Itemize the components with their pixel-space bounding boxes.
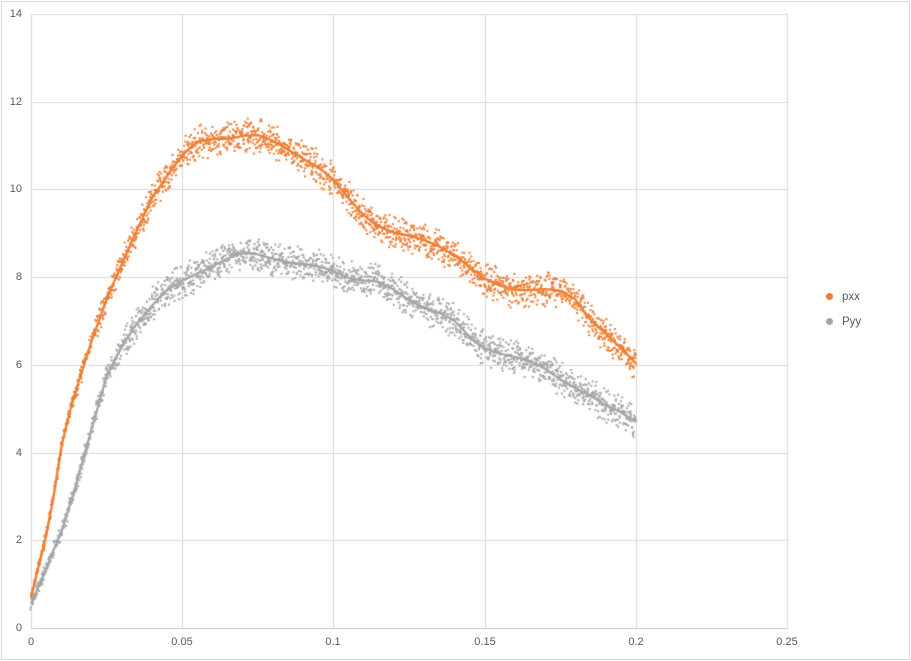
- y-tick-label: 8: [15, 271, 22, 283]
- x-tick-label: 0.1: [325, 636, 341, 648]
- y-tick-label: 6: [15, 359, 22, 371]
- legend-marker-pxx-icon: [826, 293, 833, 300]
- x-tick-label: 0: [27, 636, 35, 648]
- legend-marker-pyy-icon: [826, 318, 833, 325]
- x-tick-label: 0.25: [776, 636, 798, 648]
- legend-label-pyy: Pyy: [842, 315, 862, 328]
- y-tick-label: 0: [15, 622, 22, 634]
- x-tick-label: 0.2: [628, 636, 644, 648]
- x-tick-label: 0.15: [474, 636, 496, 648]
- legend-item-pyy[interactable]: Pyy: [826, 309, 861, 334]
- y-tick-label: 14: [9, 8, 22, 20]
- legend-label-pxx: pxx: [842, 290, 860, 303]
- y-tick-label: 4: [15, 447, 22, 459]
- x-tick-label: 0.05: [171, 636, 193, 648]
- y-tick-label: 12: [9, 96, 22, 108]
- y-tick-label: 10: [9, 183, 22, 195]
- legend[interactable]: pxx Pyy: [826, 284, 861, 334]
- y-tick-label: 2: [15, 534, 22, 546]
- legend-item-pxx[interactable]: pxx: [826, 284, 861, 309]
